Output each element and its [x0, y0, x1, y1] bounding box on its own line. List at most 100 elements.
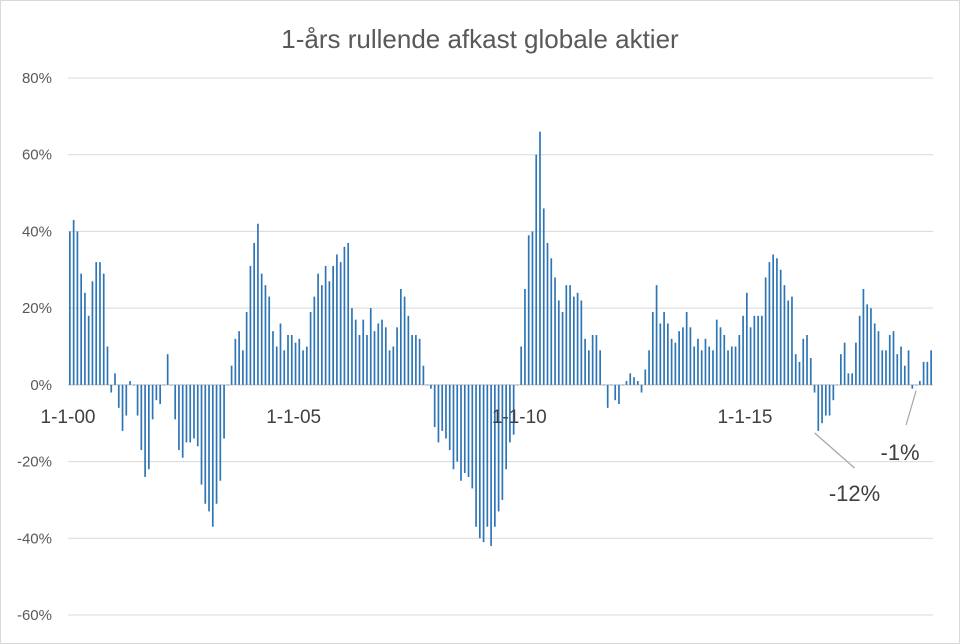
bar [550, 258, 553, 385]
bar [369, 308, 372, 385]
bar [603, 384, 605, 386]
bar [678, 331, 680, 385]
bar [148, 384, 150, 470]
bar [576, 292, 579, 385]
bar [862, 288, 865, 385]
bar [298, 338, 301, 385]
y-tick-label: 40% [22, 223, 52, 240]
bar [204, 384, 207, 504]
bar [490, 384, 492, 546]
bar [208, 384, 210, 512]
bar [283, 350, 286, 385]
bar [309, 311, 312, 385]
bar [452, 384, 455, 470]
bar [257, 223, 259, 385]
bar [539, 131, 541, 385]
bar [689, 327, 692, 385]
bar [163, 384, 165, 386]
bar [855, 342, 857, 385]
bar [651, 311, 654, 385]
bar [584, 338, 586, 385]
bar [787, 300, 790, 385]
bar [80, 273, 83, 385]
bar [467, 384, 470, 477]
bar [132, 384, 135, 386]
bar [715, 319, 718, 385]
bar [392, 346, 395, 385]
bar [922, 361, 925, 385]
bar [806, 334, 808, 385]
x-tick-label: 1-1-15 [717, 407, 772, 428]
bar [72, 219, 75, 385]
bar [339, 262, 342, 385]
bar [336, 254, 338, 385]
bar [836, 384, 838, 386]
bar [328, 281, 331, 385]
bar [268, 296, 271, 385]
bar [478, 384, 481, 539]
bar [287, 334, 289, 385]
bar [813, 384, 816, 393]
bar [354, 319, 357, 385]
bar [196, 384, 199, 447]
bar [892, 331, 895, 385]
annotation-label: -12% [829, 481, 880, 506]
bar [76, 231, 79, 385]
bar [674, 342, 677, 385]
bar [520, 346, 523, 385]
bar [843, 342, 846, 385]
bar [69, 231, 71, 385]
bar [896, 354, 899, 385]
bar [87, 315, 90, 385]
bar [242, 350, 244, 385]
bar [772, 254, 775, 385]
bar [275, 346, 278, 385]
bar [734, 346, 737, 385]
bar [174, 384, 177, 420]
bar [332, 265, 334, 385]
y-tick-label: 20% [22, 300, 52, 317]
bar [234, 338, 237, 385]
bar [670, 338, 673, 385]
bar [911, 384, 914, 389]
bar [870, 308, 872, 385]
bar [697, 338, 699, 385]
bar [572, 296, 575, 385]
bar [655, 285, 658, 385]
bar [588, 350, 590, 385]
bar [290, 334, 293, 385]
bar [399, 288, 402, 385]
bars [69, 131, 932, 546]
bar [475, 384, 477, 527]
y-tick-label: -60% [17, 607, 52, 624]
bar [347, 242, 350, 385]
bar [824, 384, 827, 416]
bar [614, 384, 617, 401]
bar [351, 308, 353, 385]
bar [313, 296, 316, 385]
bar [415, 334, 417, 385]
bar [719, 327, 722, 385]
bar [783, 285, 786, 385]
bar [802, 338, 805, 385]
bar [659, 323, 662, 385]
bar [610, 384, 613, 386]
bar [117, 384, 120, 408]
bar [102, 273, 105, 385]
bar [606, 384, 609, 408]
bar [388, 350, 391, 385]
bar [463, 384, 466, 474]
bar [129, 381, 131, 385]
bar [343, 246, 346, 385]
bar [918, 381, 921, 385]
bar [565, 285, 568, 385]
bar [873, 323, 876, 385]
gridlines [68, 77, 933, 616]
bar [486, 384, 489, 527]
bar [915, 384, 917, 386]
x-tick-label: 1-1-00 [41, 407, 96, 428]
bar [798, 361, 801, 385]
bar [682, 327, 684, 385]
bar [903, 365, 906, 385]
